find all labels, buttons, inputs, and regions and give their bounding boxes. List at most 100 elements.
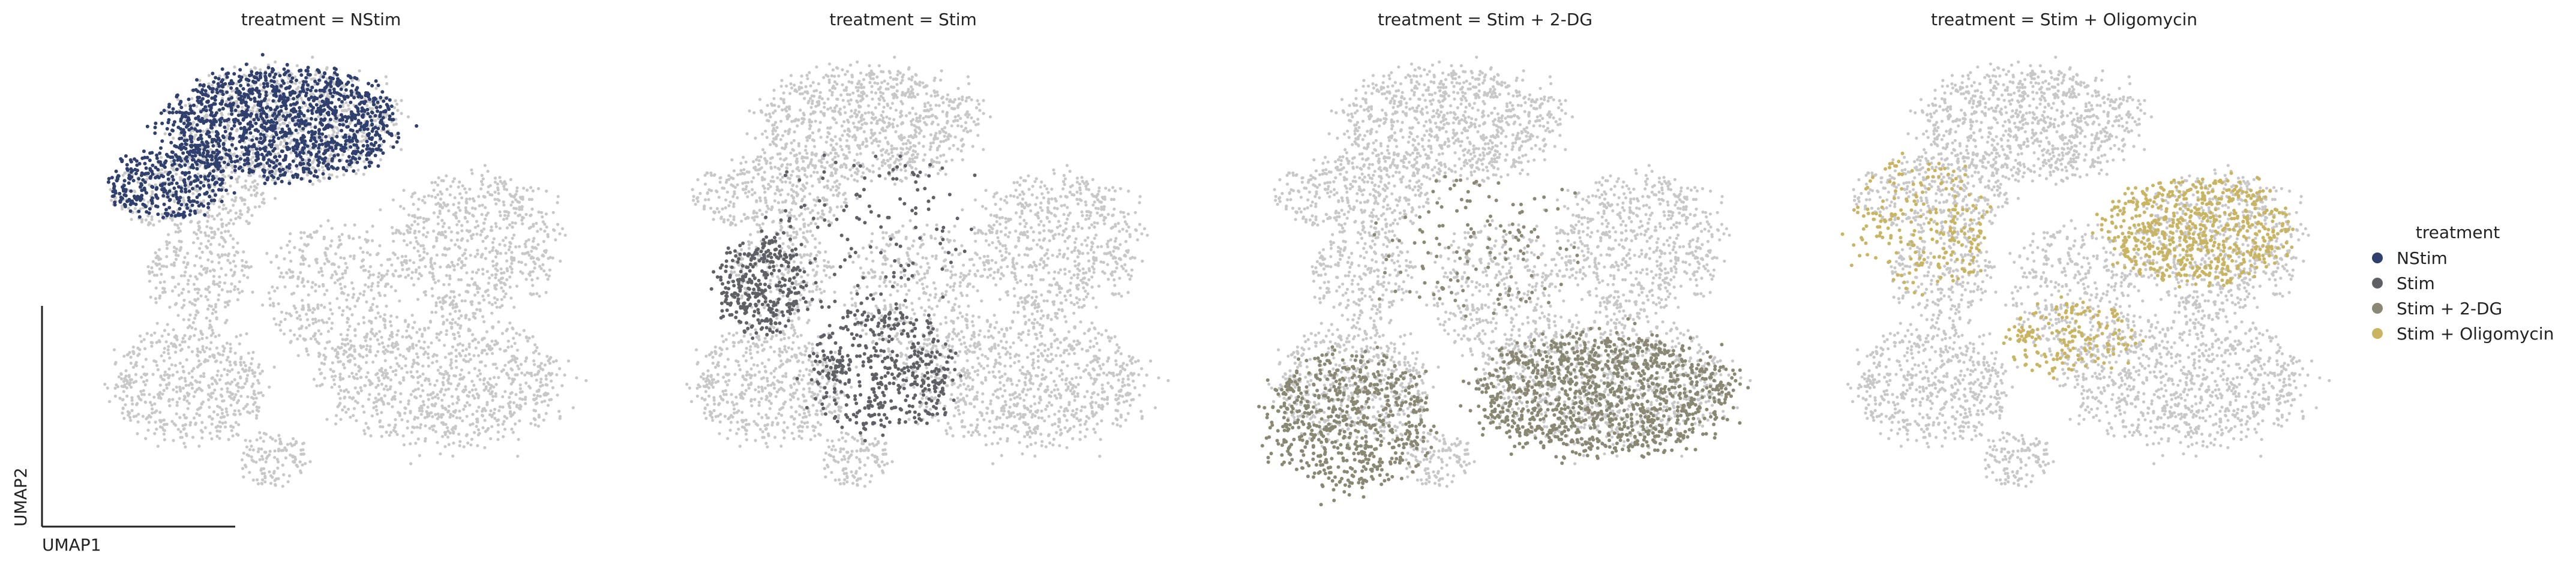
background-point — [400, 366, 404, 370]
background-point — [250, 85, 253, 88]
data-point — [236, 104, 240, 109]
background-point — [113, 386, 117, 390]
background-point — [154, 256, 158, 260]
background-point — [497, 320, 500, 324]
background-point — [160, 354, 163, 357]
background-point — [401, 354, 405, 358]
background-point — [237, 423, 241, 426]
background-point — [430, 181, 434, 185]
background-point — [277, 71, 281, 75]
background-point — [465, 433, 469, 437]
background-point — [236, 287, 240, 291]
background-point — [185, 416, 188, 420]
background-point — [312, 377, 316, 381]
background-point — [410, 195, 413, 199]
data-point — [337, 97, 341, 101]
background-point — [263, 476, 267, 480]
data-point — [344, 88, 348, 92]
background-point — [456, 384, 460, 387]
background-point — [531, 335, 535, 339]
background-point — [445, 204, 448, 208]
background-point — [436, 193, 440, 197]
background-point — [148, 270, 151, 274]
background-point — [452, 374, 456, 377]
background-point — [152, 274, 156, 277]
background-point — [213, 282, 217, 286]
background-point — [179, 430, 182, 434]
background-point — [263, 480, 267, 484]
background-point — [367, 398, 371, 401]
background-point — [441, 225, 445, 229]
background-point — [298, 469, 302, 473]
background-point — [279, 329, 283, 332]
background-point — [488, 250, 491, 254]
background-point — [152, 223, 155, 227]
background-point — [445, 265, 449, 269]
background-point — [257, 205, 261, 208]
background-point — [369, 306, 373, 309]
background-point — [264, 432, 268, 436]
background-point — [524, 263, 527, 266]
background-point — [449, 382, 453, 386]
background-point — [286, 81, 290, 85]
background-point — [484, 364, 487, 368]
background-point — [135, 403, 139, 407]
background-point — [464, 354, 467, 357]
background-point — [377, 342, 381, 346]
background-point — [278, 275, 282, 278]
background-point — [470, 237, 473, 241]
background-point — [482, 389, 486, 392]
background-point — [483, 348, 487, 352]
background-point — [551, 211, 555, 214]
background-point — [503, 244, 507, 247]
background-point — [307, 308, 310, 312]
data-point — [256, 103, 260, 107]
background-point — [365, 334, 368, 338]
background-point — [512, 411, 516, 414]
background-point — [181, 365, 185, 369]
background-point — [274, 169, 278, 173]
background-point — [556, 393, 559, 397]
background-point — [299, 271, 302, 275]
background-point — [185, 358, 188, 362]
background-point — [470, 437, 474, 441]
background-point — [224, 407, 228, 411]
background-point — [409, 410, 412, 413]
background-point — [208, 290, 211, 294]
background-point — [355, 372, 358, 376]
background-point — [167, 351, 170, 356]
background-point — [398, 400, 403, 404]
data-point — [160, 139, 164, 143]
background-point — [396, 329, 400, 333]
data-point — [233, 164, 237, 169]
background-point — [185, 434, 188, 437]
background-point — [442, 322, 445, 326]
background-point — [148, 280, 152, 283]
background-point — [481, 268, 485, 271]
background-point — [331, 347, 334, 350]
background-point — [557, 367, 562, 371]
background-point — [376, 372, 379, 375]
background-point — [517, 214, 520, 218]
background-point — [341, 362, 346, 366]
background-point — [457, 201, 461, 205]
background-point — [389, 385, 392, 389]
data-point — [349, 100, 353, 104]
background-point — [443, 431, 447, 434]
background-point — [355, 419, 358, 422]
background-point — [305, 318, 310, 321]
background-point — [491, 398, 494, 402]
data-point — [367, 132, 371, 136]
background-point — [539, 377, 543, 381]
data-point — [289, 80, 293, 84]
background-point — [498, 243, 502, 247]
background-point — [317, 329, 320, 333]
background-point — [358, 236, 361, 239]
background-point — [447, 282, 451, 286]
background-point — [483, 446, 487, 449]
background-point — [406, 115, 410, 119]
background-point — [250, 455, 253, 459]
background-point — [434, 430, 437, 434]
background-point — [296, 337, 299, 341]
background-point — [538, 395, 542, 398]
